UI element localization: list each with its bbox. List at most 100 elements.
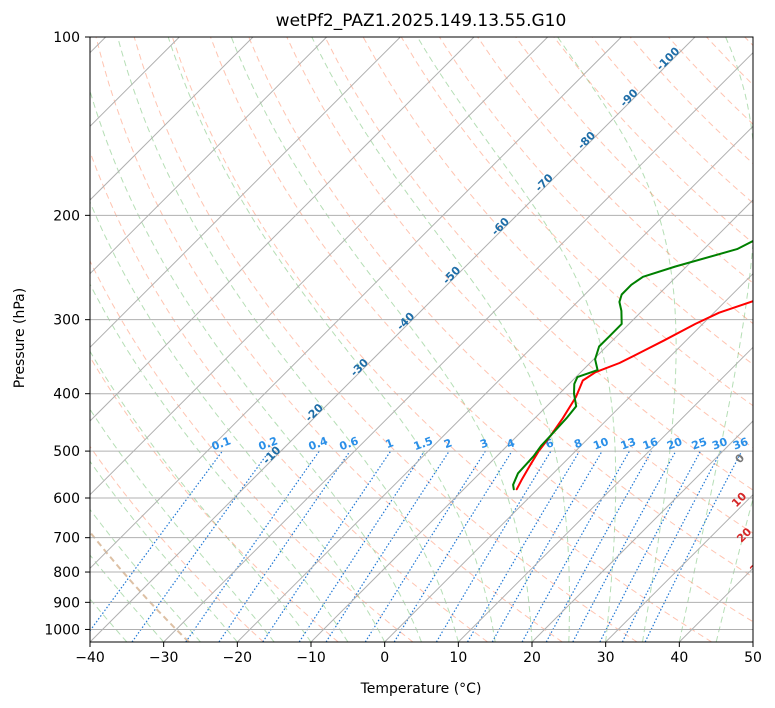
dry-adiabat [133,37,638,642]
mixing-ratio-label: 0.2 [257,434,280,453]
isotherm [90,37,254,201]
mixing-ratio-line [435,450,552,642]
y-tick-label: 600 [53,491,80,507]
isotherm [457,346,753,642]
x-tick-label: −10 [296,650,326,666]
moist-adiabat-label: 30 [747,556,767,576]
mixing-ratio-lines [90,450,743,642]
x-axis-ticks: −40 −30 −20 −10 0 10 20 30 40 50 [75,642,762,666]
mixing-ratio-label: 1 [384,436,396,451]
mixing-ratio-line [364,450,486,642]
dry-adiabat [324,37,753,491]
mixing-ratio-label: 8 [572,436,584,451]
mixing-ratio-label: 6 [544,436,556,451]
isotherm [90,37,475,422]
x-tick-label: −30 [149,650,179,666]
mixing-ratio-label: 10 [591,435,610,453]
x-tick-label: 0 [380,650,389,666]
isotherm [90,37,696,642]
mixing-ratio-line [325,450,450,642]
x-tick-label: 20 [523,650,541,666]
mixing-ratio-label: 25 [690,435,709,452]
mixing-ratio-label: 1.5 [412,434,435,453]
moist-adiabat [311,37,570,642]
x-tick-label: −20 [223,650,253,666]
mixing-ratio-line [599,450,702,642]
moist-adiabat [167,37,496,642]
y-tick-label: 800 [53,565,80,581]
mixing-ratio-label: 4 [505,436,517,451]
x-tick-label: 10 [449,650,467,666]
x-tick-label: −40 [75,650,105,666]
mixing-ratio-line [262,450,392,642]
plot-area: -100-90-80-70-60-50-40-30-20-100.1 0.2 0.4… [90,37,767,642]
moist-adiabat [678,37,753,642]
mixing-ratio-line [131,450,270,642]
dry-adiabat [515,37,753,284]
sounding-series [512,239,753,491]
mixing-ratio-label: 0.4 [307,434,330,453]
mixing-ratio-label: 30 [710,435,729,453]
mixing-ratio-line [393,450,513,642]
moist-adiabat [90,598,128,642]
x-tick-label: 50 [744,650,762,666]
mixing-ratio-label: 0.1 [210,434,233,453]
moist-adiabat [90,554,165,642]
mixing-ratio-line [298,450,425,642]
temperature-profile-line [515,300,753,491]
plot-frame [89,36,754,643]
moist-adiabat-label: 20 [734,525,754,545]
dry-adiabat [90,445,264,642]
dewpoint-profile-line [512,239,753,491]
isotherm [310,199,753,642]
mixing-ratio-line [621,450,722,642]
y-axis-ticks: 100 200 300 400 500 600 700 800 900 1000 [44,30,90,638]
y-tick-label: 1000 [44,622,80,638]
x-tick-label: 40 [670,650,688,666]
mixing-ratio-label: 36 [731,435,750,453]
mixing-ratio-line [218,450,351,642]
y-tick-label: 500 [53,444,80,460]
x-axis-label: Temperature (°C) [360,681,482,697]
isotherm-gridlines [90,37,753,642]
isotherm [384,272,753,642]
moist-adiabat [90,508,201,642]
moist-adiabat [90,408,275,642]
mixing-ratio-line [545,450,653,642]
moist-adiabat [230,37,533,642]
y-axis-label: Pressure (hPa) [12,288,28,388]
y-tick-label: 100 [53,30,80,46]
mixing-ratio-label: 13 [619,435,638,452]
y-tick-label: 200 [53,208,80,224]
mixing-ratio-label: 0.6 [338,434,361,453]
mixing-ratio-line [185,450,320,642]
isotherm [90,37,622,570]
isobar-gridlines [90,37,753,630]
y-tick-label: 700 [53,531,80,547]
mixing-ratio-line [521,450,631,642]
mixing-ratio-line [90,450,223,632]
mixing-ratio-line [644,450,743,642]
isotherm [90,37,401,349]
isotherm [163,51,753,642]
dry-adiabat [90,259,414,642]
mixing-ratio-label: 16 [641,435,660,453]
moist-adiabat [416,37,617,642]
y-tick-label: 300 [53,313,80,329]
mixing-ratio-label: 2 [442,436,454,451]
dry-adiabat [95,37,563,642]
dry-adiabat [171,37,712,642]
mixing-ratio-label: 20 [665,435,684,453]
y-tick-label: 400 [53,387,80,403]
isotherm [236,125,753,642]
isotherm [90,37,549,496]
x-tick-label: 30 [597,650,615,666]
chart-title: wetPf2_PAZ1.2025.149.13.55.G10 [276,11,567,31]
isotherm [605,493,753,642]
dry-adiabat [248,37,753,578]
mixing-ratio-label: 3 [478,436,490,451]
dry-adiabat [286,37,753,534]
moist-adiabat [90,89,422,642]
